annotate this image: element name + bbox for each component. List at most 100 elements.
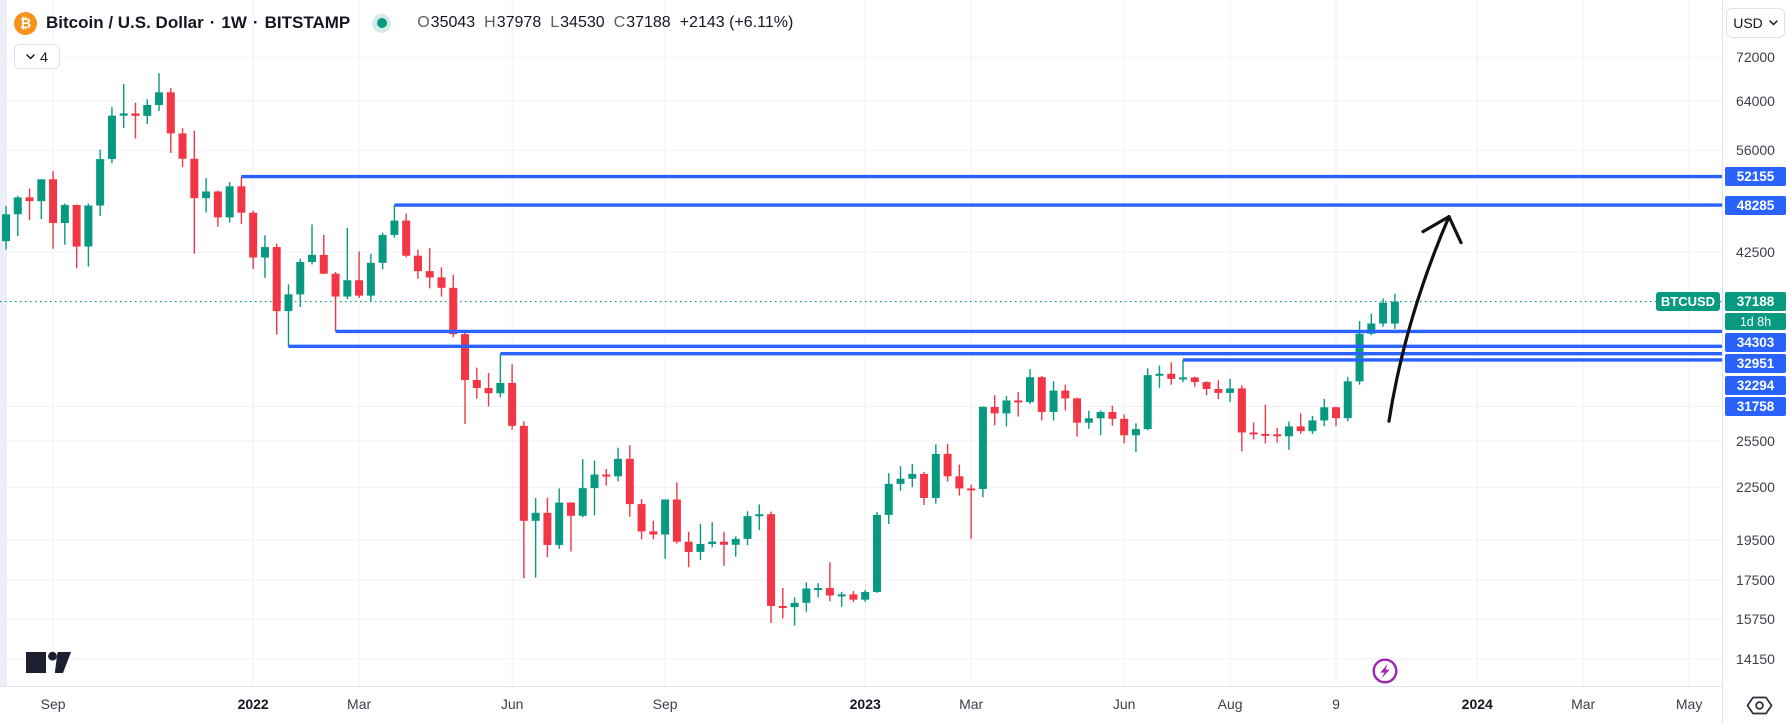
candle-body xyxy=(1367,323,1376,334)
candle-body xyxy=(378,234,387,263)
candle-body xyxy=(767,514,776,606)
candle-body xyxy=(355,280,364,296)
currency-selector[interactable]: USD xyxy=(1726,8,1785,38)
time-tick-label: 9 xyxy=(1332,696,1340,712)
candle-body xyxy=(96,159,105,206)
candle-body xyxy=(143,105,152,116)
tradingview-logo[interactable] xyxy=(26,650,74,675)
candle-body xyxy=(566,502,575,516)
candle-body xyxy=(708,541,717,544)
candle-body xyxy=(696,543,705,552)
candle-body xyxy=(872,514,881,592)
candle-body xyxy=(155,92,164,106)
candle-body xyxy=(943,453,952,477)
price-tick-label: 72000 xyxy=(1736,49,1775,66)
candle-body xyxy=(1296,426,1305,432)
candle-body xyxy=(672,499,681,542)
price-tick-label: 15750 xyxy=(1736,611,1775,628)
candle-body xyxy=(908,473,917,479)
candle-body xyxy=(1061,390,1070,399)
candle-body xyxy=(1343,381,1352,419)
trend-arrow[interactable] xyxy=(1387,215,1451,423)
market-status-icon xyxy=(372,13,392,33)
time-tick-label: Mar xyxy=(347,696,372,712)
time-axis[interactable]: Sep 2022 Mar Jun Sep 2023 Mar Jun Aug 9 2024 Mar May xyxy=(0,686,1787,723)
candle-body xyxy=(72,204,81,247)
left-edge-strip xyxy=(0,0,7,723)
candle-body xyxy=(861,591,870,600)
candle-body xyxy=(955,476,964,489)
candle-body xyxy=(1237,388,1246,433)
candle-body xyxy=(402,220,411,256)
candle-body xyxy=(837,594,846,597)
price-tick-label: 64000 xyxy=(1736,92,1775,109)
lightning-icon[interactable] xyxy=(1371,657,1399,685)
candle-body xyxy=(260,247,269,258)
candle-body xyxy=(319,254,328,274)
candle-body xyxy=(614,458,623,477)
symbol-title[interactable]: Bitcoin / U.S. Dollar · 1W · BITSTAMP xyxy=(46,13,351,32)
candle-body xyxy=(531,512,540,521)
chevron-down-icon xyxy=(26,53,35,60)
candle-body xyxy=(1226,388,1235,393)
candle-body xyxy=(602,474,611,477)
candle-body xyxy=(1108,412,1117,419)
candle-body xyxy=(543,512,552,545)
candle-body xyxy=(731,538,740,545)
candle-body xyxy=(778,605,787,608)
candle-body xyxy=(390,220,399,235)
candle-body xyxy=(84,205,93,247)
candle-body xyxy=(1084,418,1093,423)
current-price-label: 37188 xyxy=(1725,292,1786,312)
low-label: L xyxy=(550,14,560,31)
price-tick-label: 14150 xyxy=(1736,650,1775,667)
candle-body xyxy=(625,458,634,505)
time-tick-label: Mar xyxy=(959,696,984,712)
current-price-symbol-tag: BTCUSD xyxy=(1656,292,1720,311)
candle-body xyxy=(296,261,305,295)
price-tick-label: 17500 xyxy=(1736,572,1775,589)
candle-body xyxy=(2,214,10,242)
trend-arrow-head[interactable] xyxy=(1421,215,1463,245)
candle-body xyxy=(213,191,222,218)
time-tick-label: Jun xyxy=(1112,696,1136,712)
level-price-label: 32951 xyxy=(1725,354,1786,374)
candle-body xyxy=(1214,388,1223,393)
candle-body xyxy=(1025,377,1034,403)
candle-body xyxy=(131,113,140,116)
interval-label: 1W xyxy=(221,13,247,32)
candle-body xyxy=(931,453,940,498)
candle-body xyxy=(484,388,493,394)
candle-body xyxy=(637,504,646,532)
candle-body xyxy=(119,113,128,116)
close-value: 37188 xyxy=(626,14,671,31)
candle-body xyxy=(590,474,599,489)
time-tick-label: May xyxy=(1675,696,1703,712)
candle-body xyxy=(684,541,693,552)
candle-body xyxy=(1332,407,1341,419)
candle-body xyxy=(1014,400,1023,403)
candle-body xyxy=(508,382,517,426)
candle-body xyxy=(814,588,823,591)
candle-body xyxy=(284,294,293,312)
candle-body xyxy=(1355,333,1364,382)
candle-body xyxy=(555,502,564,545)
candle-body xyxy=(25,197,34,202)
candle-body xyxy=(849,594,858,600)
price-tick-label: 19500 xyxy=(1736,532,1775,549)
price-axis[interactable]: 72000 64000 56000 42500 25500 22500 19500 17500… xyxy=(1722,0,1787,723)
candle-body xyxy=(1073,398,1082,423)
candle-body xyxy=(366,262,375,296)
hexagon-eye-icon[interactable] xyxy=(1746,695,1773,716)
candle-body xyxy=(461,334,470,380)
candle-body xyxy=(1049,390,1058,412)
candle-body xyxy=(237,186,246,213)
price-tick-label: 56000 xyxy=(1736,142,1775,159)
low-value: 34530 xyxy=(560,14,605,31)
object-tree-collapse-button[interactable]: 4 xyxy=(14,44,60,69)
candle-body xyxy=(802,588,811,603)
candle-body xyxy=(1202,382,1211,389)
candle-body xyxy=(825,588,834,596)
candle-body xyxy=(1037,377,1046,412)
